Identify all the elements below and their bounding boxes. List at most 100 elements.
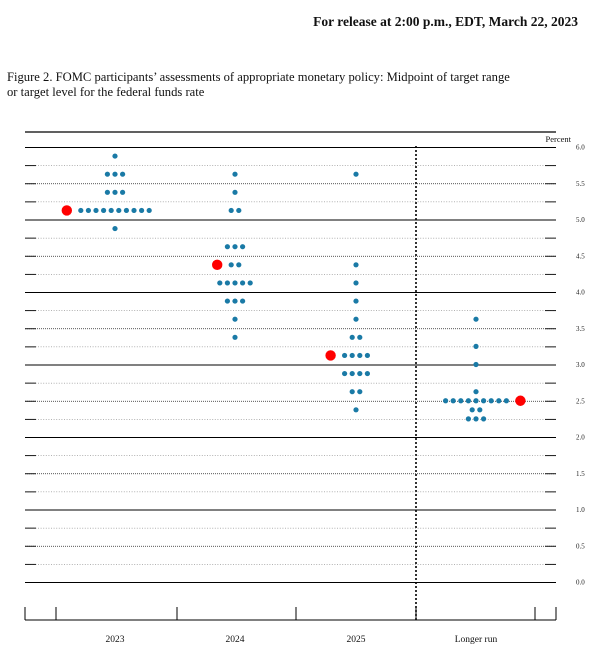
release-date-line: For release at 2:00 p.m., EDT, March 22,… [313,14,578,29]
chart-frame [25,131,556,620]
participant-dot [342,352,348,359]
participant-dot [353,171,359,177]
participant-dot [469,407,475,413]
participant-dot [443,398,449,404]
participant-dot [112,153,118,159]
participant-dot [353,280,359,286]
participant-dot [232,244,238,250]
participant-dot [232,280,238,286]
participant-dot [104,189,110,195]
y-tick-label: 1.5 [576,470,585,478]
median-marker [515,395,526,406]
y-axis-tick-labels: 0.0 0.5 1.0 1.5 2.0 2.5 3.0 3.5 4.0 4.5 5.0 5.5 6.0 [576,144,585,587]
participant-dot [232,171,238,177]
participant-dot [228,262,234,268]
participant-dot [364,370,370,377]
participant-dot [473,343,479,349]
participant-dot [120,171,126,177]
participant-dot [224,244,230,250]
participant-dot [224,280,230,286]
participant-dot [496,398,502,404]
median-markers [61,205,526,406]
participant-dot [349,389,355,395]
participant-dot [120,189,126,195]
participant-dot [503,398,509,404]
participant-dot [240,280,246,286]
participant-dot [473,389,479,395]
participant-dot [357,389,363,395]
caption-line-2: or target level for the federal funds ra… [7,85,205,99]
participant-dot [240,244,246,250]
participant-dot [465,398,471,404]
participant-dot [473,398,479,404]
participant-dot [112,189,118,195]
participant-dot [93,207,99,214]
participant-dot [228,207,234,214]
figure-caption: Figure 2. FOMC participants’ assessments… [7,70,587,100]
participant-dot [473,361,479,368]
participant-dot [458,398,464,404]
participant-dot [224,298,230,304]
participant-dot [353,298,359,304]
participant-dot [112,225,118,232]
y-tick-label: 4.0 [576,289,585,297]
participant-dot [477,407,483,413]
participant-dot [353,262,359,268]
participant-dot [357,352,363,359]
participant-dot [473,316,479,322]
y-tick-label: 3.5 [576,325,585,333]
participant-dot [146,207,152,214]
median-marker [212,259,223,271]
x-category-label: Longer run [455,635,498,645]
participant-dot [247,280,253,286]
participant-dot [349,352,355,359]
y-tick-label: 0.0 [576,579,585,587]
participant-dot [353,316,359,322]
y-tick-label: 3.0 [576,361,585,369]
participant-dot [108,207,114,214]
participant-dot [357,334,363,340]
caption-line-1: Figure 2. FOMC participants’ assessments… [7,70,510,84]
participant-dot [116,207,122,214]
y-tick-label: 1.0 [576,506,585,514]
participant-dot [236,207,242,214]
x-axis: 2023 2024 2025 Longer run [24,607,557,645]
participant-dots [78,153,509,422]
participant-dot [240,298,246,304]
participant-dot [465,416,471,422]
participant-dot [78,207,84,214]
participant-dot [488,398,494,404]
participant-dot [232,316,238,322]
participant-dot [481,398,487,404]
participant-dot [349,370,355,377]
median-marker [325,350,336,361]
participant-dot [450,398,456,404]
participant-dot [232,189,238,195]
participant-dot [236,262,242,268]
participant-dot [364,352,370,359]
x-category-label: 2024 [226,635,245,645]
x-category-label: 2023 [106,635,125,645]
participant-dot [139,207,145,214]
y-tick-label: 2.5 [576,397,585,405]
participant-dot [353,407,359,413]
participant-dot [101,207,107,214]
participant-dot [342,370,348,377]
participant-dot [131,207,137,214]
median-marker [61,205,72,216]
gridlines [25,147,556,583]
participant-dot [357,370,363,377]
participant-dot [349,334,355,340]
participant-dot [232,334,238,340]
y-tick-label: 0.5 [576,542,585,550]
participant-dot [217,280,223,286]
y-tick-label: 5.5 [576,180,585,188]
y-tick-label: 5.0 [576,216,585,224]
participant-dot [481,416,487,422]
y-tick-label: 6.0 [576,144,585,152]
participant-dot [232,298,238,304]
participant-dot [123,207,129,214]
y-tick-label: 4.5 [576,252,585,260]
participant-dot [473,416,479,422]
